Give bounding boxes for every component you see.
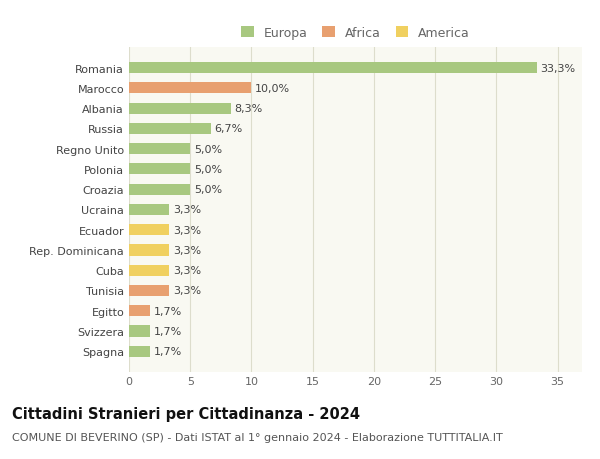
Bar bbox=[129, 346, 150, 357]
Text: 33,3%: 33,3% bbox=[541, 63, 575, 73]
Legend: Europa, Africa, America: Europa, Africa, America bbox=[236, 22, 475, 45]
Text: 6,7%: 6,7% bbox=[215, 124, 243, 134]
Text: 3,3%: 3,3% bbox=[173, 246, 201, 255]
Bar bbox=[129, 184, 190, 196]
Bar bbox=[129, 63, 537, 74]
Text: 5,0%: 5,0% bbox=[194, 144, 222, 154]
Text: 3,3%: 3,3% bbox=[173, 225, 201, 235]
Bar bbox=[129, 83, 251, 94]
Text: 5,0%: 5,0% bbox=[194, 185, 222, 195]
Bar bbox=[129, 224, 169, 236]
Text: 1,7%: 1,7% bbox=[154, 347, 182, 357]
Text: COMUNE DI BEVERINO (SP) - Dati ISTAT al 1° gennaio 2024 - Elaborazione TUTTITALI: COMUNE DI BEVERINO (SP) - Dati ISTAT al … bbox=[12, 432, 503, 442]
Text: 3,3%: 3,3% bbox=[173, 286, 201, 296]
Text: 5,0%: 5,0% bbox=[194, 165, 222, 174]
Bar bbox=[129, 306, 150, 317]
Text: 3,3%: 3,3% bbox=[173, 266, 201, 276]
Bar bbox=[129, 144, 190, 155]
Bar bbox=[129, 123, 211, 134]
Text: 1,7%: 1,7% bbox=[154, 306, 182, 316]
Bar bbox=[129, 164, 190, 175]
Text: 8,3%: 8,3% bbox=[234, 104, 263, 114]
Bar bbox=[129, 204, 169, 216]
Bar bbox=[129, 285, 169, 297]
Text: 10,0%: 10,0% bbox=[255, 84, 290, 94]
Bar bbox=[129, 265, 169, 276]
Text: 1,7%: 1,7% bbox=[154, 326, 182, 336]
Bar bbox=[129, 103, 230, 114]
Bar bbox=[129, 245, 169, 256]
Text: 3,3%: 3,3% bbox=[173, 205, 201, 215]
Bar bbox=[129, 326, 150, 337]
Text: Cittadini Stranieri per Cittadinanza - 2024: Cittadini Stranieri per Cittadinanza - 2… bbox=[12, 406, 360, 421]
